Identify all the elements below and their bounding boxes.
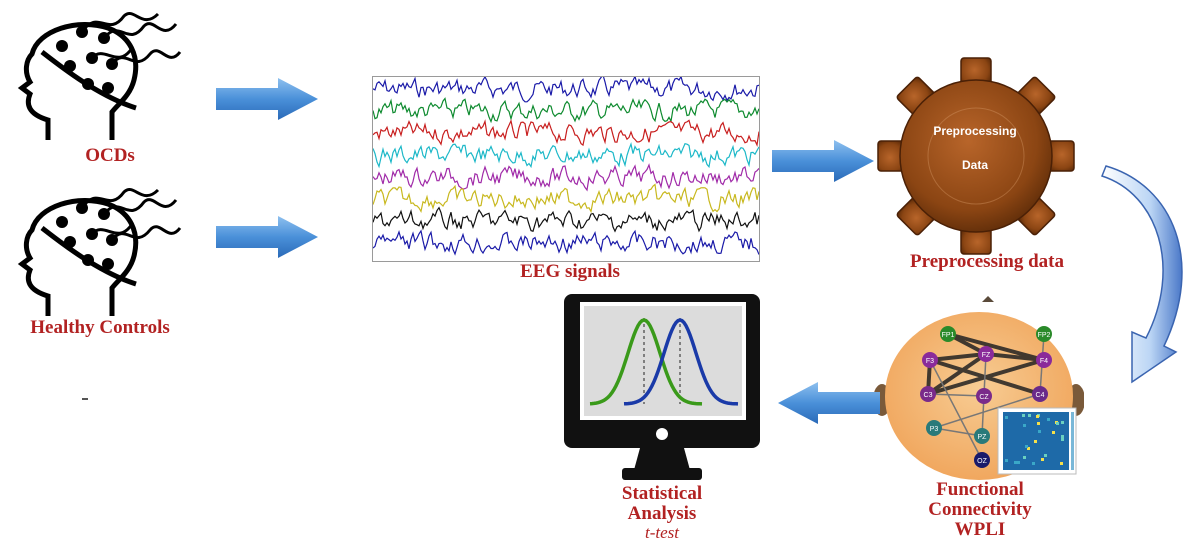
electrode-label: P3 xyxy=(930,426,939,433)
heatmap-cell xyxy=(1041,458,1044,461)
heatmap-cell xyxy=(1005,416,1008,419)
small-dash xyxy=(82,398,88,400)
electrode-label: CZ xyxy=(979,394,989,401)
gear-text-line1: Preprocessing xyxy=(933,124,1017,138)
ocd-head-icon xyxy=(17,12,182,140)
gear-text-line2: Data xyxy=(961,158,988,172)
connectivity-label-line3: WPLI xyxy=(954,519,1006,540)
heatmap-cell xyxy=(1061,435,1064,438)
arrow-right-icon xyxy=(772,140,874,182)
electrode-label: PZ xyxy=(978,434,988,441)
electrode-label: OZ xyxy=(977,458,987,465)
heatmap-cell xyxy=(1027,447,1030,450)
eeg-trace xyxy=(373,229,759,256)
eeg-trace xyxy=(373,97,759,124)
gear-icon xyxy=(877,57,1075,255)
heatmap-cell xyxy=(1060,462,1063,465)
heatmap-cell xyxy=(1037,422,1040,425)
heatmap-cell xyxy=(1014,461,1017,464)
connectivity-label-line2: Connectivity xyxy=(928,499,1032,520)
heatmap-cell xyxy=(1023,424,1026,427)
heatmap-cell xyxy=(1044,454,1047,457)
heatmap-cell xyxy=(1047,418,1050,421)
arrow-left-icon xyxy=(778,382,880,424)
control-head-icon xyxy=(17,188,182,316)
electrode-label: C4 xyxy=(1036,392,1045,399)
eeg-trace xyxy=(373,163,759,192)
arrow-right-icon xyxy=(216,78,318,120)
eeg-trace xyxy=(373,206,759,233)
heatmap-cell xyxy=(1056,422,1059,425)
electrode-label: F4 xyxy=(1040,358,1048,365)
statistics-label-line2: Analysis xyxy=(627,503,697,524)
eeg-trace xyxy=(373,118,759,147)
electrode-label: C3 xyxy=(924,392,933,399)
eeg-trace xyxy=(373,183,759,214)
heatmap-cell xyxy=(1028,414,1031,417)
arrow-right-icon xyxy=(216,216,318,258)
statistics-label-line1: Statistical xyxy=(621,483,703,504)
electrode-label: FP1 xyxy=(942,332,955,339)
heatmap-cell xyxy=(1061,438,1064,441)
heatmap-cell xyxy=(1034,440,1037,443)
heatmap-cell xyxy=(1038,430,1041,433)
statistics-label-line3: t-test xyxy=(645,523,679,542)
control-group-label: Healthy Controls xyxy=(30,317,170,338)
heatmap-cell xyxy=(1025,445,1028,448)
heatmap-cell xyxy=(1032,462,1035,465)
eeg-trace xyxy=(373,142,759,169)
heatmap-cell xyxy=(1022,414,1025,417)
heatmap-cell xyxy=(1017,461,1020,464)
heatmap-cell xyxy=(1036,415,1039,418)
eeg-trace xyxy=(373,77,759,103)
heatmap-cell xyxy=(1061,421,1064,424)
heatmap-cell xyxy=(1052,431,1055,434)
heatmap-cell xyxy=(1023,456,1026,459)
monitor-icon xyxy=(564,294,760,480)
eeg-signal-plot xyxy=(372,76,760,262)
heatmap-cell xyxy=(1005,459,1008,462)
electrode-label: FP2 xyxy=(1038,332,1051,339)
electrode-label: F3 xyxy=(926,358,934,365)
ocd-group-label: OCDs xyxy=(85,145,135,166)
electrode-label: FZ xyxy=(982,352,991,359)
curved-arrow-icon xyxy=(1101,165,1183,384)
preprocessing-label: Preprocessing data xyxy=(910,251,1064,272)
eeg-label: EEG signals xyxy=(520,261,620,282)
brain-connectivity-map: FP1 FP2 F3 FZ F4 C3 CZ C4 P3 PZ OZ xyxy=(874,296,1084,480)
connectivity-label-line1: Functional xyxy=(936,479,1024,500)
